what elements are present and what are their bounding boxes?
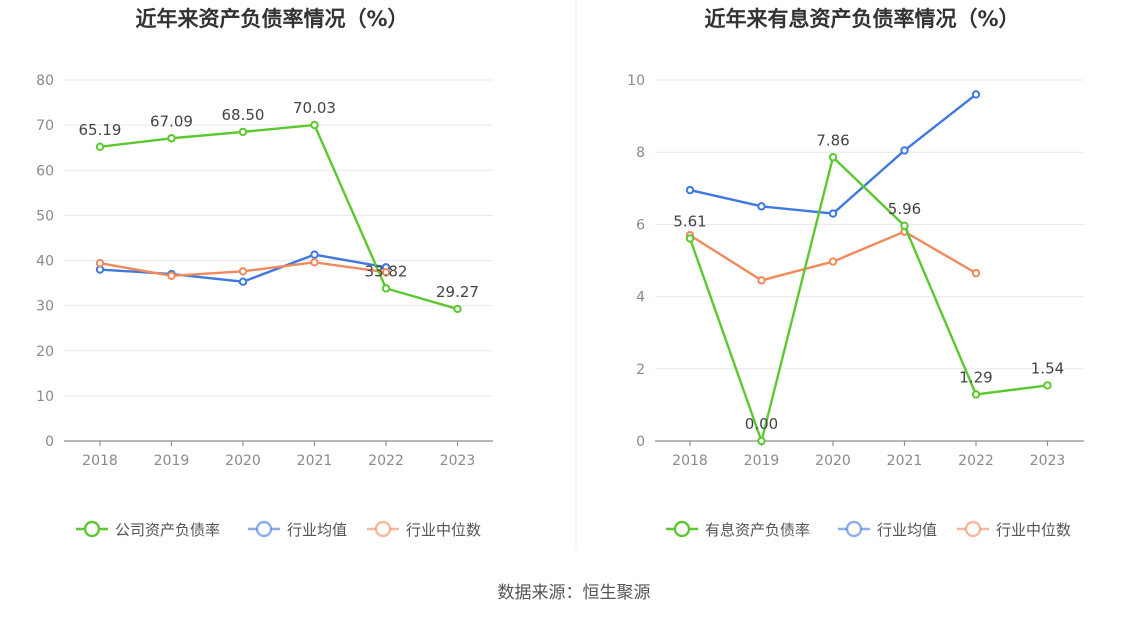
y-tick-label: 20 [36,344,54,360]
x-tick-label: 2020 [815,453,851,469]
legend-marker[interactable] [964,520,982,538]
data-point[interactable] [971,268,981,278]
data-point[interactable] [95,142,105,152]
legend-label[interactable]: 行业均值 [877,521,937,539]
x-tick-label: 2021 [297,453,333,469]
x-tick-label: 2018 [82,453,118,469]
y-tick-label: 2 [636,362,645,378]
legend-marker[interactable] [673,520,691,538]
data-point[interactable] [167,134,176,143]
data-label: 29.27 [436,283,479,301]
legend-label[interactable]: 行业中位数 [406,521,481,539]
legend-label[interactable]: 公司资产负债率 [115,521,220,539]
series-line [99,123,458,311]
data-point[interactable] [900,221,909,231]
y-tick-label: 50 [36,208,54,224]
data-label: 70.03 [293,99,336,117]
data-label: 0.00 [745,415,778,433]
data-point[interactable] [971,90,981,99]
data-point[interactable] [971,390,981,399]
y-tick-label: 60 [36,163,54,179]
x-tick-label: 2022 [368,453,404,469]
data-point[interactable] [1043,381,1052,390]
y-tick-label: 40 [36,254,54,270]
legend-marker[interactable] [83,520,101,538]
data-point[interactable] [453,304,462,314]
data-point[interactable] [757,436,766,446]
legend-label[interactable]: 行业均值 [287,521,347,539]
data-label: 1.29 [959,368,992,386]
data-point[interactable] [381,268,391,277]
data-point[interactable] [238,267,248,276]
chart-title: 近年来资产负债率情况（%） [135,7,408,31]
y-tick-label: 0 [636,434,645,450]
x-tick-label: 2023 [1030,453,1066,469]
data-point[interactable] [828,153,838,162]
legend-label[interactable]: 行业中位数 [996,521,1071,539]
data-point[interactable] [828,209,838,218]
data-label: 7.86 [816,131,849,149]
y-tick-label: 80 [36,73,54,89]
y-tick-label: 30 [36,299,54,315]
data-point[interactable] [310,258,319,267]
data-point[interactable] [757,202,766,211]
chart-debt-ratio: 近年来资产负债率情况（%） 0 10 20 30 40 50 60 70 80 2018 2019 20… [36,7,493,539]
series-line [689,230,977,282]
data-point[interactable] [238,127,248,137]
data-label: 68.50 [222,106,265,124]
data-point[interactable] [238,277,248,286]
x-tick-label: 2023 [440,453,476,469]
y-tick-label: 10 [627,73,645,89]
legend-label[interactable]: 有息资产负债率 [705,521,810,539]
data-point[interactable] [310,250,319,259]
chart-title: 近年来有息资产负债率情况（%） [704,7,1019,31]
y-tick-label: 70 [36,118,54,134]
source-note: 数据来源：恒生聚源 [498,583,651,603]
data-point[interactable] [828,257,838,266]
y-tick-label: 0 [45,434,54,450]
y-tick-label: 4 [636,290,645,306]
data-point[interactable] [685,185,695,195]
y-tick-label: 6 [636,217,645,233]
data-point[interactable] [167,271,176,281]
data-point[interactable] [95,259,105,268]
legend-marker[interactable] [845,520,863,538]
data-point[interactable] [685,234,695,243]
data-label: 67.09 [150,112,193,130]
data-point[interactable] [381,284,391,293]
legend-marker[interactable] [374,520,392,538]
x-tick-label: 2019 [744,453,780,469]
data-label: 1.54 [1031,359,1064,377]
data-label: 33.82 [365,262,408,280]
x-tick-label: 2018 [672,453,708,469]
data-label: 5.61 [673,212,706,230]
legend-marker[interactable] [255,520,273,538]
series-line [688,156,1048,443]
x-tick-label: 2020 [225,453,261,469]
data-label: 5.96 [888,200,921,218]
data-label: 65.19 [79,121,122,139]
x-tick-label: 2019 [154,453,190,469]
data-point[interactable] [310,120,319,130]
y-tick-label: 10 [36,389,54,405]
data-point[interactable] [757,276,766,285]
data-point[interactable] [900,146,909,155]
y-tick-label: 8 [636,145,645,161]
x-tick-label: 2021 [887,453,923,469]
chart-interest-debt-ratio: 近年来有息资产负债率情况（%） 0 2 4 6 8 10 2018 2019 2020 2021 20… [627,7,1084,539]
x-tick-label: 2022 [958,453,994,469]
